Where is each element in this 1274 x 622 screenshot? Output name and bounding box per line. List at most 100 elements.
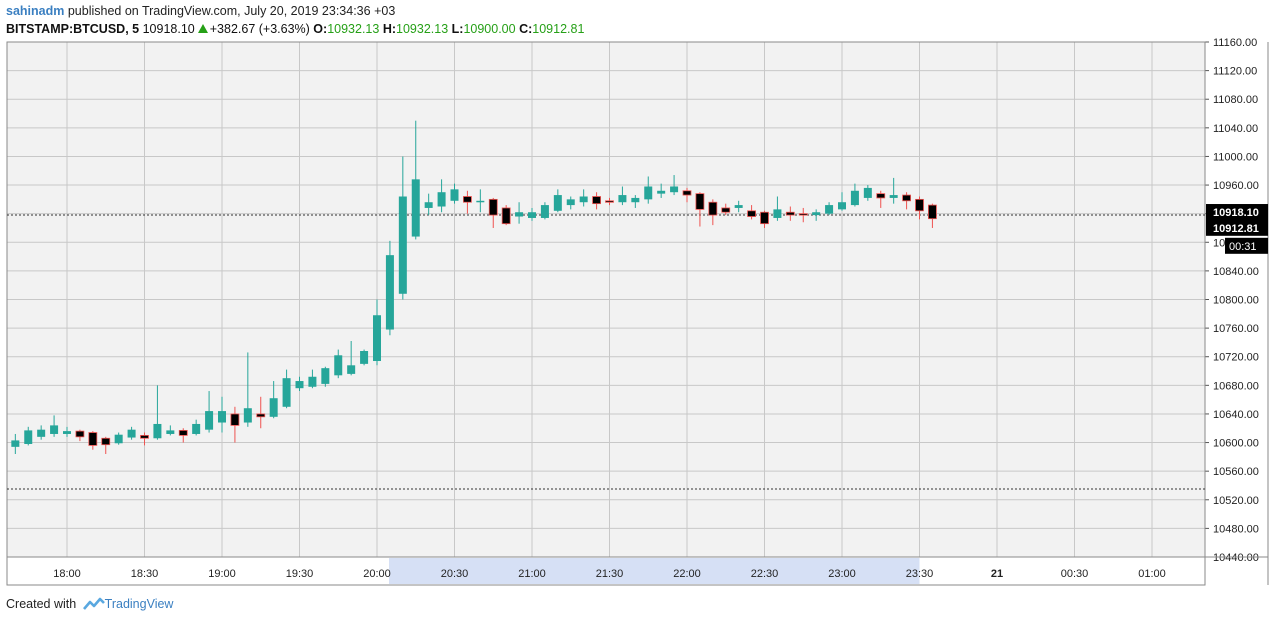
price-axis-area <box>1205 42 1268 585</box>
price-tick-label: 10440.00 <box>1213 552 1259 564</box>
time-tick-label: 22:30 <box>751 568 779 580</box>
candle-body <box>876 193 886 199</box>
time-tick-label: 20:00 <box>363 568 391 580</box>
candle-body <box>644 186 653 200</box>
time-tick-label: 23:30 <box>906 568 934 580</box>
countdown-tag: 00:31 <box>1229 241 1257 253</box>
candle-body <box>140 435 149 439</box>
candle-body <box>540 205 549 218</box>
candle-body <box>256 413 266 418</box>
candle-body <box>566 199 575 206</box>
candle-body <box>11 440 20 447</box>
candle-body <box>863 187 872 198</box>
price-tick-label: 11120.00 <box>1213 66 1257 78</box>
time-tick-label: 18:00 <box>53 568 81 580</box>
candle-body <box>218 411 226 423</box>
countdown-tag-bg <box>1225 237 1268 254</box>
candle-body <box>463 196 472 203</box>
candle-body <box>308 376 317 387</box>
candle-body <box>385 255 394 330</box>
price-tick-label: 10640.00 <box>1213 409 1259 421</box>
candle-body <box>166 430 175 434</box>
close-price-tag: 10912.81 <box>1213 223 1259 235</box>
time-range-highlight <box>389 558 920 584</box>
close-price-tag-bg <box>1206 219 1268 236</box>
publish-info: sahinadm published on TradingView.com, J… <box>6 4 395 18</box>
candle-body <box>24 430 33 444</box>
low-label: L: <box>451 22 464 36</box>
time-tick-label: 19:30 <box>286 568 314 580</box>
price-tick-label: 11040.00 <box>1213 123 1258 135</box>
author-name[interactable]: sahinadm <box>6 4 65 18</box>
price-tick-label: 10600.00 <box>1213 438 1259 450</box>
time-tick-label: 22:00 <box>673 568 701 580</box>
candle-body <box>708 201 718 216</box>
time-tick-label: 20:30 <box>441 568 469 580</box>
price-tick-label: 10840.00 <box>1213 266 1259 278</box>
up-arrow-icon <box>197 24 208 33</box>
candle-body <box>721 207 731 213</box>
candle-body <box>605 200 614 203</box>
candle-body <box>528 212 536 218</box>
candle-body <box>127 429 136 438</box>
candle-body <box>501 207 511 225</box>
change-value: +382.67 (+3.63%) <box>209 22 310 36</box>
candle-body <box>670 186 679 193</box>
candle-body <box>785 211 795 216</box>
candle-body <box>450 189 459 201</box>
candle-body <box>838 202 846 210</box>
candle-body <box>798 213 808 216</box>
candle-body <box>153 423 162 439</box>
tradingview-logo-icon <box>82 597 105 610</box>
candle-body <box>347 365 356 374</box>
high-value: 10932.13 <box>396 22 449 36</box>
time-tick-label: 21 <box>991 568 1003 580</box>
candle-body <box>515 212 524 217</box>
symbol-legend: BITSTAMP:BTCUSD, 5 10918.10 +382.67 (+3.6… <box>6 22 584 36</box>
price-tick-label: 10560.00 <box>1213 466 1259 478</box>
candle-body <box>631 197 640 203</box>
candle-body <box>230 413 240 426</box>
candle-body <box>734 205 743 208</box>
candle-body <box>178 429 188 436</box>
candle-body <box>902 194 911 202</box>
last-price-tag: 10918.10 <box>1213 207 1259 219</box>
candle-body <box>747 210 756 217</box>
published-text: published on TradingView.com, July 20, 2… <box>64 4 396 18</box>
candle-body <box>373 315 381 362</box>
last-price-tag-bg <box>1206 204 1268 221</box>
candle-body <box>63 431 71 434</box>
candle-body <box>334 355 343 376</box>
candle-body <box>592 196 601 205</box>
candle-body <box>75 430 85 438</box>
candle-body <box>360 351 369 364</box>
price-tick-label: 10720.00 <box>1213 352 1259 364</box>
time-tick-label: 00:30 <box>1061 568 1089 580</box>
candle-body <box>114 434 123 444</box>
symbol-name: BITSTAMP:BTCUSD, 5 <box>6 22 140 36</box>
price-tick-label: 10800.00 <box>1213 295 1259 307</box>
candle-body <box>424 202 433 208</box>
candle-body <box>812 212 821 216</box>
candle-body <box>915 198 924 212</box>
price-tick-label: 11080.00 <box>1213 94 1258 106</box>
time-tick-label: 18:30 <box>131 568 159 580</box>
created-with-text: Created with <box>6 597 77 611</box>
candle-body <box>553 195 562 211</box>
candle-body <box>243 408 252 423</box>
candle-body <box>269 398 278 417</box>
candle-body <box>695 193 705 210</box>
price-tick-label: 10760.00 <box>1213 323 1259 335</box>
candle-body <box>825 205 834 214</box>
time-tick-label: 01:00 <box>1138 568 1166 580</box>
candle-body <box>618 195 627 203</box>
high-label: H: <box>382 22 397 36</box>
candle-body <box>760 211 769 225</box>
tradingview-brand[interactable]: TradingView <box>104 597 174 611</box>
time-tick-label: 19:00 <box>208 568 236 580</box>
candle-body <box>398 196 407 294</box>
candle-body <box>889 195 898 198</box>
candle-body <box>192 423 201 434</box>
candle-body <box>205 411 214 430</box>
